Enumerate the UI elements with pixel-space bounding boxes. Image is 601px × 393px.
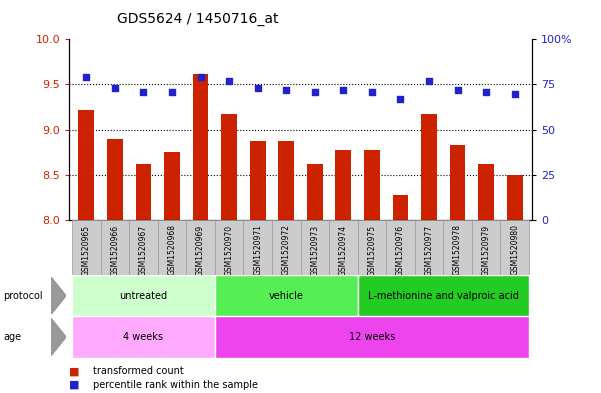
Point — [510, 90, 519, 97]
Bar — [243, 220, 272, 275]
Bar — [157, 220, 186, 275]
Text: 4 weeks: 4 weeks — [123, 332, 163, 342]
Text: GSM1520971: GSM1520971 — [253, 224, 262, 275]
Text: GSM1520969: GSM1520969 — [196, 224, 205, 275]
Text: GSM1520975: GSM1520975 — [367, 224, 376, 275]
Point — [110, 85, 120, 91]
Bar — [164, 152, 180, 220]
Bar — [186, 220, 215, 275]
Bar — [386, 220, 415, 275]
Bar — [415, 220, 444, 275]
Bar — [501, 220, 529, 275]
Point — [338, 87, 348, 93]
Point — [481, 88, 491, 95]
Bar — [72, 316, 215, 358]
Text: transformed count: transformed count — [93, 366, 184, 376]
Text: ■: ■ — [69, 366, 79, 376]
Polygon shape — [51, 277, 66, 314]
Bar — [392, 195, 408, 220]
Point — [224, 78, 234, 84]
Bar — [221, 114, 237, 220]
Bar — [278, 141, 294, 220]
Text: GSM1520970: GSM1520970 — [225, 224, 234, 275]
Text: protocol: protocol — [3, 291, 43, 301]
Text: L-methionine and valproic acid: L-methionine and valproic acid — [368, 291, 519, 301]
Bar — [329, 220, 358, 275]
Text: GSM1520972: GSM1520972 — [282, 224, 291, 275]
Point — [139, 88, 148, 95]
Bar — [215, 220, 243, 275]
Text: ■: ■ — [69, 380, 79, 390]
Bar — [335, 150, 351, 220]
Bar — [215, 275, 358, 316]
Bar — [478, 164, 494, 220]
Text: GSM1520976: GSM1520976 — [396, 224, 405, 275]
Text: GSM1520967: GSM1520967 — [139, 224, 148, 275]
Bar — [136, 164, 151, 220]
Bar — [129, 220, 157, 275]
Text: age: age — [3, 332, 21, 342]
Bar — [100, 220, 129, 275]
Point — [167, 88, 177, 95]
Bar — [472, 220, 501, 275]
Point — [196, 74, 206, 81]
Text: GSM1520974: GSM1520974 — [339, 224, 348, 275]
Bar — [444, 220, 472, 275]
Bar — [72, 275, 215, 316]
Text: GSM1520973: GSM1520973 — [310, 224, 319, 275]
Text: untreated: untreated — [120, 291, 168, 301]
Point — [281, 87, 291, 93]
Point — [395, 96, 405, 102]
Text: GSM1520978: GSM1520978 — [453, 224, 462, 275]
Point — [424, 78, 434, 84]
Text: GSM1520979: GSM1520979 — [481, 224, 490, 275]
Text: GSM1520966: GSM1520966 — [111, 224, 120, 275]
Text: 12 weeks: 12 weeks — [349, 332, 395, 342]
Bar — [78, 110, 94, 220]
Bar — [507, 175, 523, 220]
Point — [367, 88, 377, 95]
Text: GSM1520977: GSM1520977 — [424, 224, 433, 275]
Bar — [358, 275, 529, 316]
Bar — [272, 220, 300, 275]
Text: percentile rank within the sample: percentile rank within the sample — [93, 380, 258, 390]
Bar — [450, 145, 465, 220]
Text: vehicle: vehicle — [269, 291, 304, 301]
Bar — [250, 141, 266, 220]
Bar — [72, 220, 100, 275]
Point — [82, 74, 91, 81]
Point — [453, 87, 462, 93]
Text: GSM1520965: GSM1520965 — [82, 224, 91, 275]
Bar — [215, 316, 529, 358]
Bar — [421, 114, 437, 220]
Bar — [358, 220, 386, 275]
Bar — [300, 220, 329, 275]
Bar — [307, 164, 323, 220]
Text: GSM1520980: GSM1520980 — [510, 224, 519, 275]
Text: GDS5624 / 1450716_at: GDS5624 / 1450716_at — [117, 12, 279, 26]
Bar — [364, 150, 380, 220]
Bar — [107, 139, 123, 220]
Polygon shape — [51, 318, 66, 356]
Bar — [193, 73, 209, 220]
Text: GSM1520968: GSM1520968 — [168, 224, 177, 275]
Point — [310, 88, 320, 95]
Point — [253, 85, 263, 91]
